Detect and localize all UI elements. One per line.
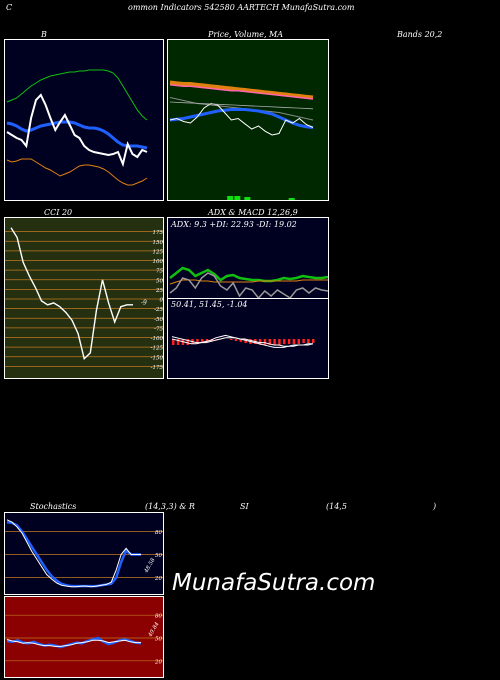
adx-series-1 [169,279,328,285]
cci-tick-label: -100 [151,336,164,342]
stoch-title: Stochastics [30,502,77,511]
rsi-title: SI [240,502,249,511]
macd-hist-bar [292,339,296,344]
adx-title: ADX & MACD 12,26,9 [208,208,298,217]
price-series-4 [169,102,314,136]
rsi-tick-label: 50 [155,637,162,643]
bollinger-chart [4,39,164,201]
price-series-3 [169,108,314,129]
volume-bar [234,196,241,200]
macd-hist-bar [278,339,281,345]
cci-tick-label: 175 [153,230,164,236]
macd-hist-bar [176,339,180,345]
macd-hist-bar [302,339,305,343]
rsi-tick-label: 80 [155,614,162,620]
macd-hist-bar [229,339,233,340]
macd-hist-bar [186,339,189,345]
macd-chart [167,298,329,379]
cci-tick-label: -25 [154,307,163,313]
bollinger-series-2 [6,93,148,168]
cci-tick-label: 75 [156,269,163,275]
cci-tick-label: 100 [153,259,164,265]
adx-info: ADX: 9.3 +DI: 22.93 -DI: 19.02 [171,220,297,229]
cci-tick-label: 25 [155,288,163,294]
cci-title: CCI 20 [44,208,73,217]
cci-tick-label: 150 [153,240,164,246]
header-title: ommon Indicators 542580 AARTECH MunafaSu… [128,3,355,12]
cci-tick-label: 125 [153,249,164,255]
bollinger-title: B [41,30,47,39]
macd-hist-bar [312,339,315,343]
rsi-series-1 [6,639,141,647]
adx-chart [167,217,329,299]
price-title: Price, Volume, MA [208,30,284,39]
macd-hist-bar [268,339,272,345]
rsi-close-paren: ) [433,502,437,511]
watermark: MunafaSutra.com [172,570,376,596]
macd-hist-bar [258,339,262,345]
bollinger-title-right: Bands 20,2 [397,30,443,39]
stoch-tick-label: 80 [155,530,162,536]
cci-tick-label: -125 [151,346,164,352]
cci-chart: 175 150 125 100 75 50 25 0 -25 -50 -75 -100 -125 -150… [4,217,164,379]
header-c: C [6,3,13,12]
stoch-tick-label: 50 [155,553,162,559]
macd-hist-bar [196,339,199,344]
bollinger-series-3 [6,158,148,186]
cci-tick-label: 0 [160,298,164,304]
macd-hist-bar [263,339,267,345]
stoch-series-1 [6,519,141,588]
cci-line [10,227,133,361]
stoch-series-0 [6,520,141,588]
stoch-last-value: 48.58 [143,557,157,575]
price-series-1 [169,84,314,100]
macd-hist-bar [205,339,209,342]
price-chart [167,39,329,201]
macd-hist-bar [273,339,276,345]
macd-hist-bar [172,339,175,345]
stoch-tick-label: 20 [154,576,162,582]
macd-hist-bar [200,339,204,343]
cci-last-value: -9 [141,299,147,306]
macd-hist-bar [307,339,310,343]
volume-bar [288,198,295,200]
bollinger-series-0 [6,69,148,121]
macd-hist-bar [283,339,286,344]
macd-series-1 [171,336,314,347]
bollinger-series-1 [6,120,148,150]
volume-bar [244,197,251,200]
cci-tick-label: -175 [151,365,164,371]
macd-hist-bar [287,339,291,344]
macd-hist-bar [234,339,238,341]
cci-tick-label: -50 [154,317,163,323]
cci-tick-label: -150 [151,355,164,361]
stoch-params: (14,3,3) & R [145,502,195,511]
volume-bar [227,196,234,200]
cci-tick-label: -75 [154,326,163,332]
cci-tick-label: 50 [156,278,163,284]
adx-series-0 [169,266,328,283]
macd-hist-bar [239,339,243,342]
price-ma-gray [169,101,314,110]
macd-hist-bar [244,339,247,343]
rsi-tick-label: 20 [154,659,162,665]
macd-info: 50.41, 51.45, -1.04 [171,300,248,309]
rsi-params: (14,5 [326,502,347,511]
price-series-0 [169,80,314,100]
adx-series-2 [169,272,328,298]
macd-hist-bar [297,339,301,344]
